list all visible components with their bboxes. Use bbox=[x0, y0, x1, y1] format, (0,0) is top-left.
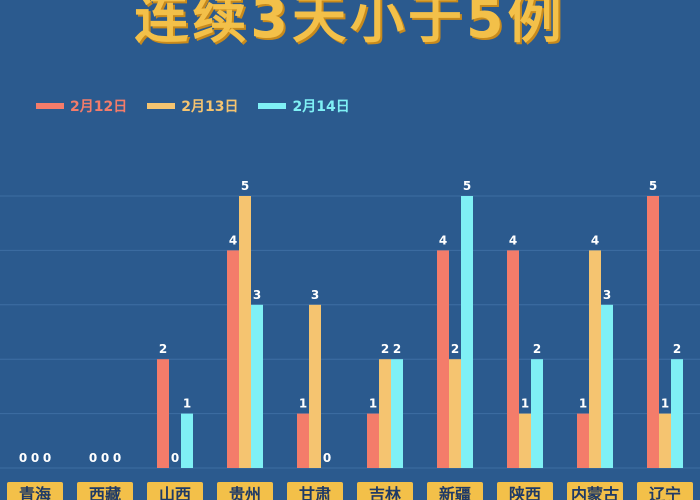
bar bbox=[671, 359, 683, 468]
category-label-bg bbox=[427, 482, 483, 500]
bar-value-label: 1 bbox=[369, 397, 377, 411]
category-label-bg bbox=[77, 482, 133, 500]
bar-value-label: 1 bbox=[521, 397, 529, 411]
legend: 2月12日 2月13日 2月14日 bbox=[36, 96, 350, 116]
category-label-bg bbox=[217, 482, 273, 500]
bar-value-label: 5 bbox=[649, 179, 657, 193]
bar-value-label: 2 bbox=[381, 342, 389, 356]
category-label: 辽宁 bbox=[649, 485, 681, 500]
bar bbox=[577, 413, 589, 468]
legend-item-series-2: 2月14日 bbox=[258, 96, 350, 116]
bar bbox=[437, 250, 449, 468]
legend-swatch-series-2 bbox=[258, 103, 287, 109]
category-label: 青海 bbox=[19, 485, 51, 500]
category-label-bg bbox=[287, 482, 343, 500]
category-label: 甘肃 bbox=[299, 485, 331, 500]
bar bbox=[309, 304, 321, 468]
bar bbox=[531, 359, 543, 468]
bar-value-label: 3 bbox=[603, 288, 611, 302]
bar-value-label: 4 bbox=[439, 233, 447, 247]
category-label: 吉林 bbox=[369, 485, 401, 500]
category-label: 山西 bbox=[159, 485, 191, 500]
category-label: 新疆 bbox=[439, 485, 471, 500]
category-label-bg bbox=[637, 482, 693, 500]
bar bbox=[239, 196, 251, 468]
bar-value-label: 0 bbox=[323, 451, 331, 465]
category-label-bg bbox=[147, 482, 203, 500]
bar-value-label: 1 bbox=[661, 397, 669, 411]
legend-label-series-0: 2月12日 bbox=[70, 99, 128, 115]
legend-item-series-1: 2月13日 bbox=[147, 96, 238, 116]
bar bbox=[181, 413, 193, 468]
bar-value-label: 4 bbox=[591, 233, 599, 247]
bar-value-label: 0 bbox=[19, 451, 27, 465]
bar bbox=[461, 196, 473, 468]
bar-value-label: 0 bbox=[43, 451, 51, 465]
bar bbox=[589, 250, 601, 468]
bar bbox=[391, 359, 403, 468]
category-label: 贵州 bbox=[229, 485, 261, 500]
bar-value-label: 1 bbox=[299, 397, 307, 411]
bar-value-label: 0 bbox=[89, 451, 97, 465]
legend-swatch-series-0 bbox=[36, 103, 64, 109]
category-label-bg bbox=[497, 482, 553, 500]
category-label-bg bbox=[357, 482, 413, 500]
chart-title: 连续3天小于5例 bbox=[134, 0, 566, 50]
bar-value-label: 2 bbox=[159, 342, 167, 356]
bar-value-label: 1 bbox=[579, 397, 587, 411]
bar-value-label: 0 bbox=[171, 451, 179, 465]
bar-value-label: 3 bbox=[253, 288, 261, 302]
bar-value-label: 2 bbox=[673, 342, 681, 356]
bar bbox=[157, 359, 169, 468]
bar-value-label: 0 bbox=[101, 451, 109, 465]
bar bbox=[647, 196, 659, 468]
category-label: 西藏 bbox=[89, 485, 121, 500]
bar bbox=[601, 304, 613, 468]
legend-swatch-series-1 bbox=[147, 103, 176, 109]
category-label: 陕西 bbox=[509, 485, 541, 500]
bar-value-label: 2 bbox=[451, 342, 459, 356]
bar bbox=[519, 413, 531, 468]
bar-value-label: 4 bbox=[229, 233, 237, 247]
bar bbox=[297, 413, 309, 468]
bar bbox=[367, 413, 379, 468]
bar-value-label: 5 bbox=[241, 179, 249, 193]
legend-item-series-0: 2月12日 bbox=[36, 96, 127, 116]
category-label-bg bbox=[567, 482, 623, 500]
legend-label-series-1: 2月13日 bbox=[181, 99, 239, 115]
bar bbox=[659, 413, 671, 468]
bar-value-label: 0 bbox=[31, 451, 39, 465]
bar bbox=[449, 359, 461, 468]
bar-value-label: 0 bbox=[113, 451, 121, 465]
bar-value-label: 2 bbox=[393, 342, 401, 356]
bar-value-label: 5 bbox=[463, 179, 471, 193]
bar bbox=[507, 250, 519, 468]
bar-value-label: 4 bbox=[509, 233, 517, 247]
category-label: 内蒙古 bbox=[571, 485, 619, 500]
bar bbox=[251, 304, 263, 468]
bar bbox=[379, 359, 391, 468]
category-label-bg bbox=[7, 482, 63, 500]
legend-label-series-2: 2月14日 bbox=[292, 99, 350, 115]
bar bbox=[227, 250, 239, 468]
bar-value-label: 2 bbox=[533, 342, 541, 356]
bar-value-label: 1 bbox=[183, 397, 191, 411]
bar-value-label: 3 bbox=[311, 288, 319, 302]
